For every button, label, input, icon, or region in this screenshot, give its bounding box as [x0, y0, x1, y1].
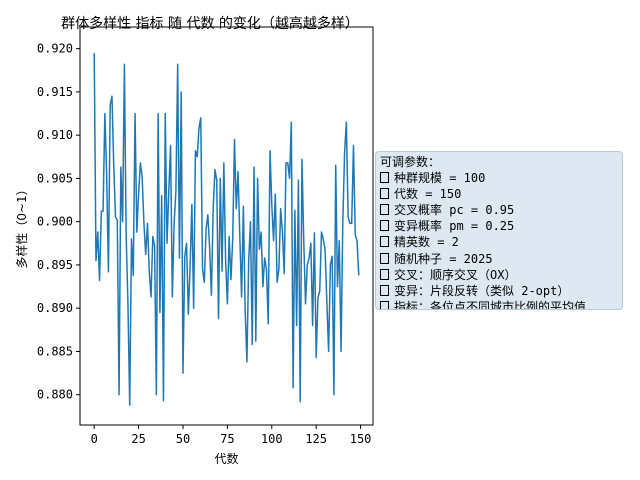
chart-title: 群体多样性 指标 随 代数 的变化（越高越多样） — [61, 15, 359, 32]
y-tick-label: 0.905 — [37, 171, 73, 185]
x-tick-label: 75 — [220, 432, 234, 446]
param-line: 交叉：顺序交叉（OX） — [380, 267, 618, 283]
missing-glyph-box-icon — [380, 188, 389, 200]
param-line: 种群规模 = 100 — [380, 170, 618, 186]
missing-glyph-box-icon — [380, 172, 389, 184]
param-lines: 种群规模 = 100 代数 = 150 交叉概率 pc = 0.95 变异概率 pm … — [380, 170, 618, 310]
missing-glyph-box-icon — [380, 284, 389, 296]
param-line: 随机种子 = 2025 — [380, 251, 618, 267]
param-line-text: 种群规模 = 100 — [394, 171, 486, 186]
y-axis-label: 多样性（0~1） — [14, 183, 29, 268]
y-axis-ticks: 0.880 0.885 0.890 0.895 0.900 0.905 0.910 0.915… — [37, 42, 80, 402]
missing-glyph-box-icon — [380, 252, 389, 264]
y-tick-label: 0.895 — [37, 258, 73, 272]
y-tick-label: 0.915 — [37, 85, 73, 99]
plot-frame — [79, 26, 374, 426]
param-line: 变异：片段反转（类似 2-opt） — [380, 283, 618, 299]
diversity-series-line — [93, 52, 360, 406]
x-axis-label: 代数 — [214, 451, 238, 466]
param-line-text: 交叉：顺序交叉（OX） — [394, 267, 517, 282]
y-tick-label: 0.910 — [37, 128, 73, 142]
x-tick-label: 100 — [261, 432, 283, 446]
param-line-text: 交叉概率 pc = 0.95 — [394, 203, 515, 218]
param-line-text: 随机种子 = 2025 — [394, 251, 493, 266]
param-line-text: 精英数 = 2 — [394, 235, 459, 250]
param-line: 精英数 = 2 — [380, 234, 618, 250]
param-line-text: 变异：片段反转（类似 2-opt） — [394, 283, 570, 298]
x-tick-label: 25 — [131, 432, 145, 446]
param-line: 交叉概率 pc = 0.95 — [380, 202, 618, 218]
param-line: 变异概率 pm = 0.25 — [380, 218, 618, 234]
missing-glyph-box-icon — [380, 268, 389, 280]
param-line-text: 代数 = 150 — [394, 187, 462, 202]
missing-glyph-box-icon — [380, 300, 389, 309]
x-tick-label: 125 — [305, 432, 327, 446]
param-line-text: 指标：各位点不同城市比例的平均值 — [394, 299, 587, 310]
param-line-text: 变异概率 pm = 0.25 — [394, 219, 515, 234]
x-axis-ticks: 0 25 50 75 100 125 150 — [91, 425, 372, 446]
param-header: 可调参数： — [380, 155, 441, 169]
y-tick-label: 0.880 — [37, 388, 73, 402]
param-line: 代数 = 150 — [380, 186, 618, 202]
param-line: 指标：各位点不同城市比例的平均值 — [380, 299, 618, 310]
x-tick-label: 0 — [91, 432, 98, 446]
missing-glyph-box-icon — [380, 236, 389, 248]
missing-glyph-box-icon — [380, 204, 389, 216]
y-tick-label: 0.890 — [37, 301, 73, 315]
missing-glyph-box-icon — [380, 220, 389, 232]
plot-area — [93, 52, 360, 406]
y-tick-label: 0.920 — [37, 42, 73, 56]
parameter-info-box: 可调参数： 种群规模 = 100 代数 = 150 交叉概率 pc = 0.95 变异… — [375, 151, 623, 310]
x-tick-label: 50 — [176, 432, 190, 446]
y-tick-label: 0.900 — [37, 215, 73, 229]
x-tick-label: 150 — [350, 432, 372, 446]
y-tick-label: 0.885 — [37, 344, 73, 358]
